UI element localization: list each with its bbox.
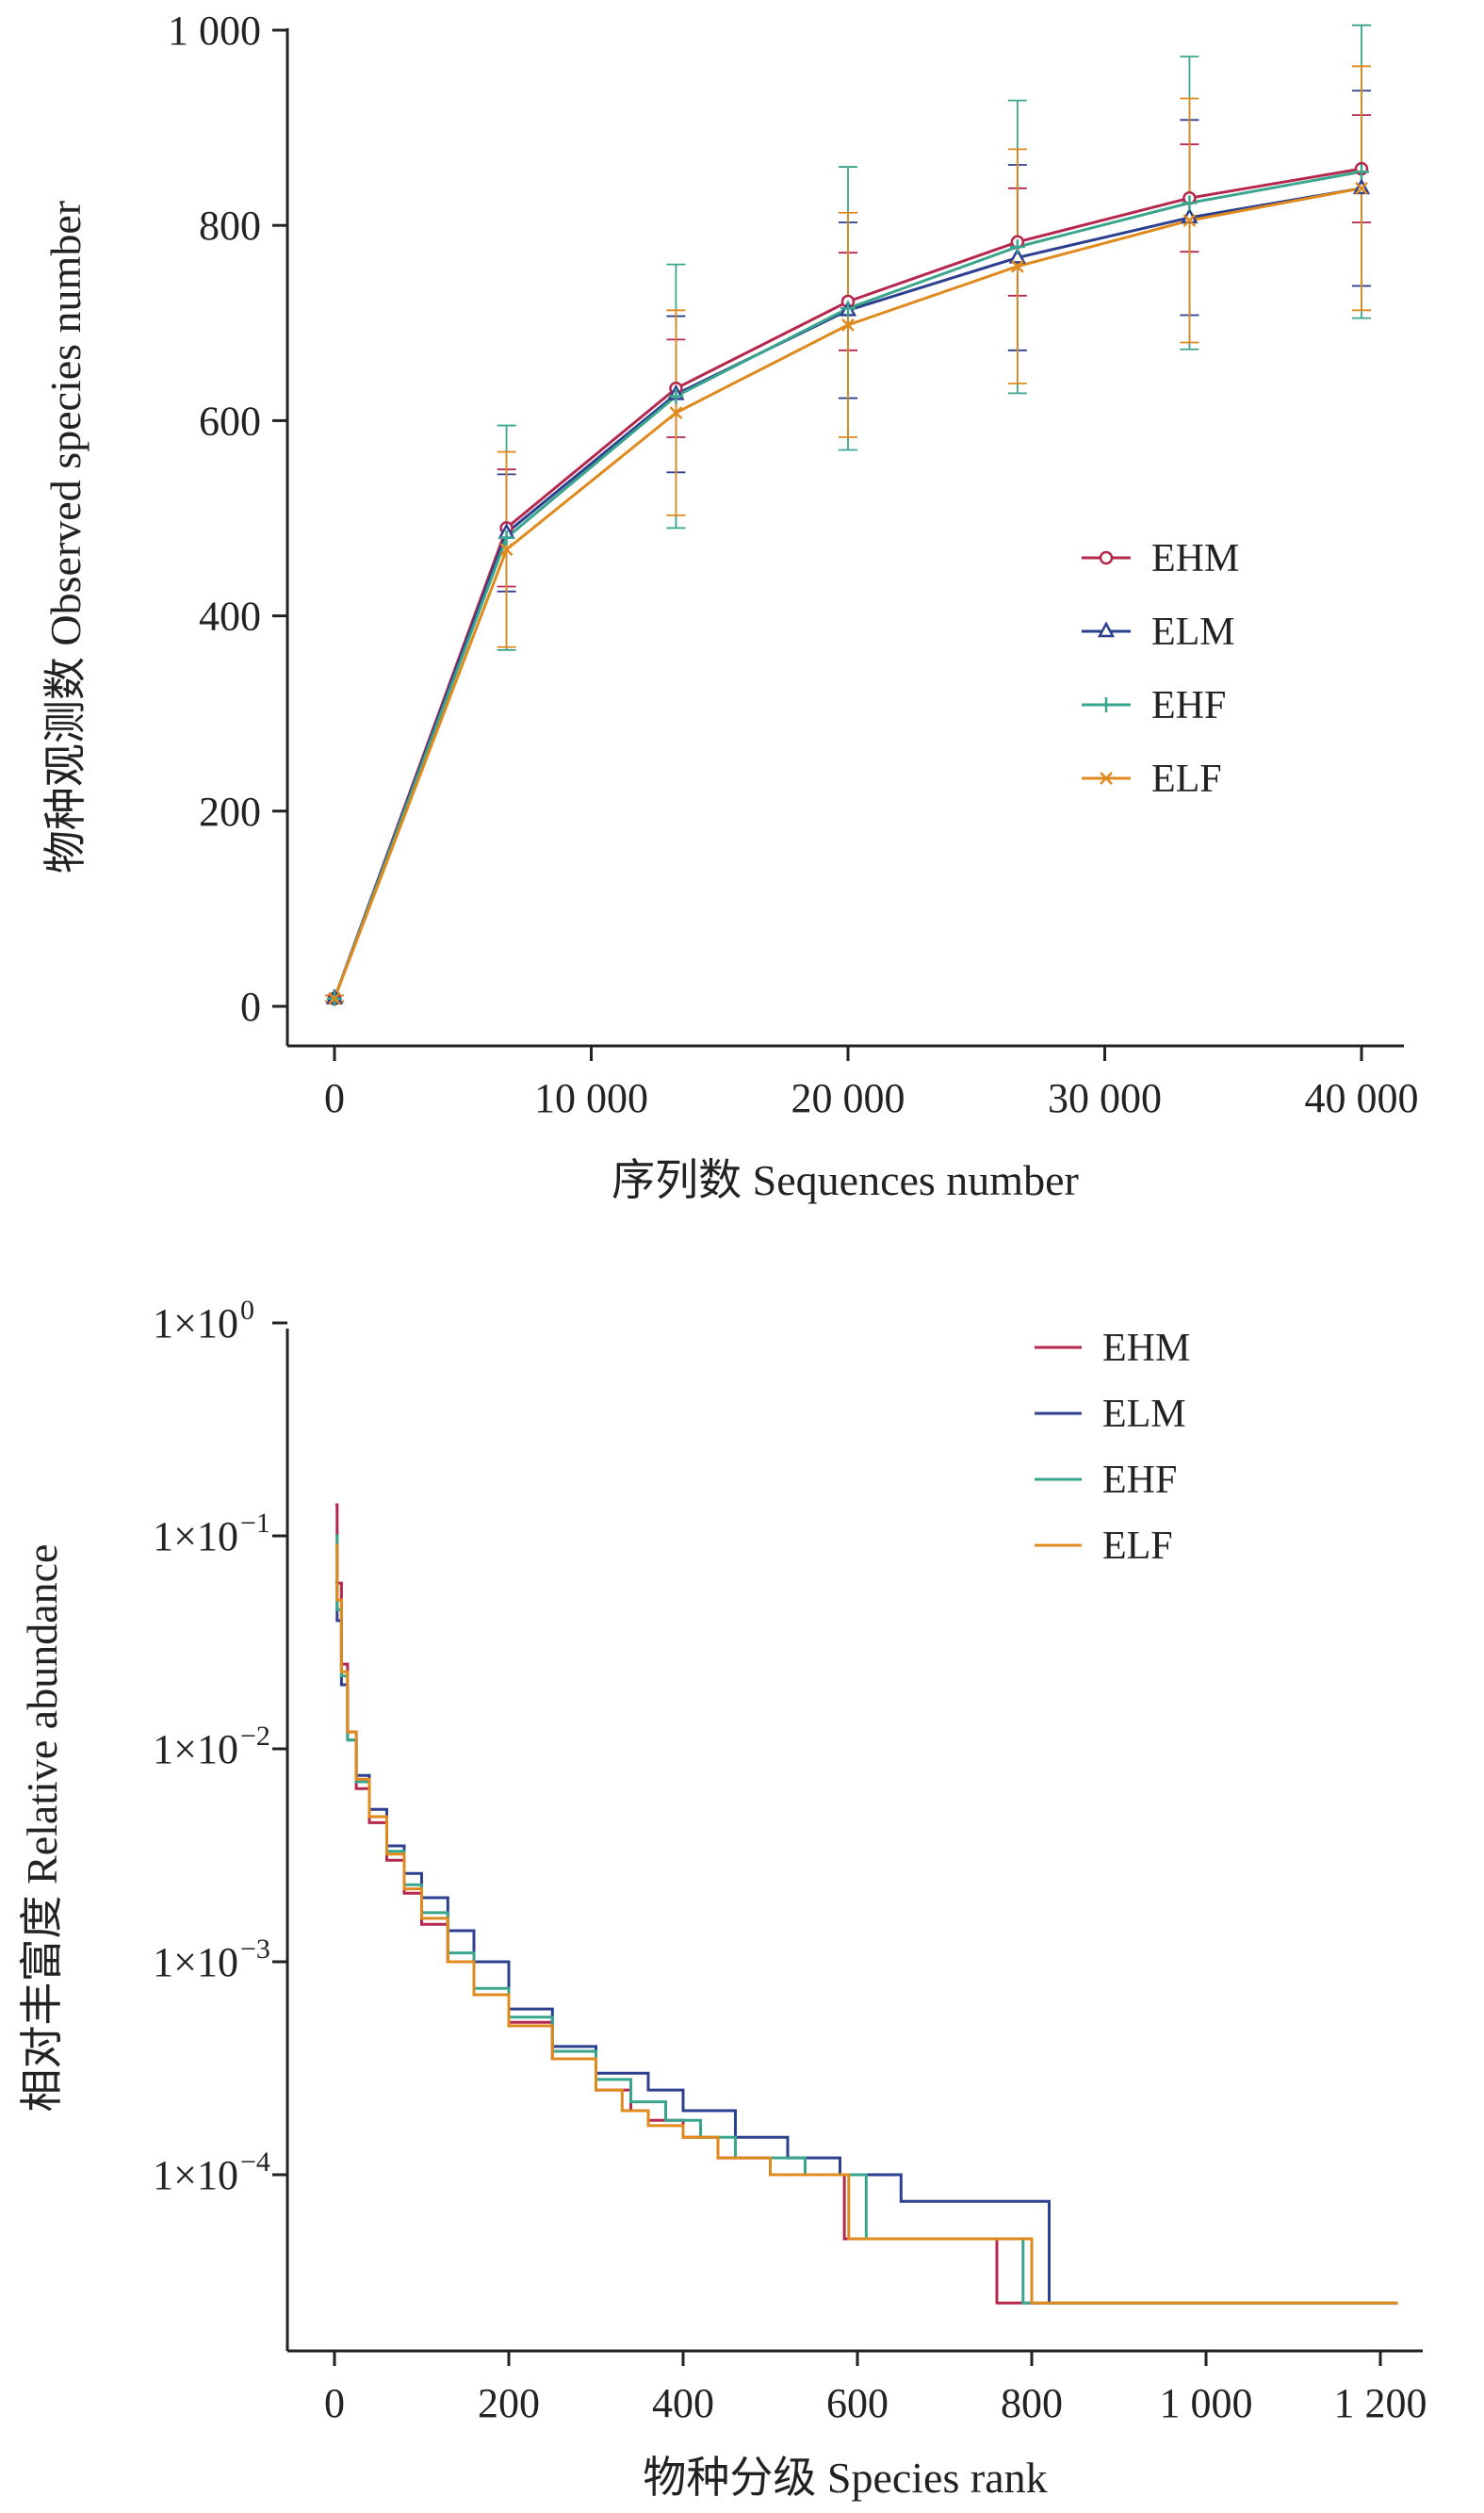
legend-label-elf: ELF: [1151, 758, 1222, 801]
series-line-elf: [334, 1543, 1398, 2305]
chart2-y-tick-label: 1×10: [153, 1513, 238, 1559]
chart2-x-tick-label: 200: [478, 2380, 540, 2426]
chart2-y-tick-label: 1×10: [153, 1939, 238, 1985]
chart2-x-tick-label: 1 200: [1334, 2380, 1427, 2426]
chart1-y-tick-label: 400: [199, 594, 261, 640]
legend-marker-ehf: [1099, 697, 1114, 712]
chart2-y-tick-label: 1×10: [153, 1300, 238, 1346]
point-elf: [328, 991, 341, 1005]
point-elf: [841, 318, 855, 332]
chart1-x-tick-label: 20 000: [791, 1075, 905, 1121]
chart2-y-axis-label: 相对丰富度 Relative abundance: [18, 1544, 66, 2113]
point-ehf: [1182, 195, 1198, 211]
point-elf: [499, 543, 514, 557]
legend-label-elf: ELF: [1102, 1525, 1173, 1568]
chart2-y-tick-exponent: −2: [240, 1721, 270, 1752]
legend-marker-elf: [1100, 772, 1113, 785]
rank-abundance-chart: 1×10 01×10 −11×10 −21×10 −31×10 −40 200 400 600 8…: [18, 1295, 1427, 2502]
chart2-y-tick-exponent: −3: [240, 1934, 270, 1965]
chart1-y-tick-label: 0: [240, 984, 261, 1030]
chart1-y-tick-label: 200: [199, 789, 261, 835]
chart2-y-tick-exponent: −1: [240, 1508, 270, 1539]
chart1-y-tick-label: 1 000: [168, 8, 261, 54]
point-elf: [1010, 259, 1024, 273]
legend-marker-elm: [1097, 621, 1116, 638]
legend-label-ehm: EHM: [1102, 1327, 1190, 1370]
point-elf: [669, 406, 683, 419]
chart2-y-tick-exponent: 0: [240, 1295, 254, 1326]
chart1-x-tick-label: 10 000: [534, 1075, 648, 1121]
point-ehf: [1009, 238, 1025, 254]
chart2-y-tick-label: 1×10: [153, 2152, 238, 2198]
chart2-x-tick-label: 800: [1001, 2380, 1063, 2426]
point-ehf: [1354, 164, 1369, 180]
chart2-x-axis-label: 物种分级 Species rank: [643, 2454, 1047, 2502]
chart2-x-tick-label: 1 000: [1160, 2380, 1253, 2426]
rarefaction-chart: 0 200 400 600 800 1 000 0 10 000 20 000 30 000 40 …: [41, 8, 1419, 1204]
chart2-x-tick-label: 600: [826, 2380, 889, 2426]
chart1-x-tick-label: 40 000: [1305, 1075, 1419, 1121]
point-ehf: [668, 388, 684, 404]
legend-label-ehm: EHM: [1151, 537, 1239, 580]
point-ehf: [498, 530, 514, 546]
point-elf: [1355, 181, 1368, 195]
chart1-x-tick-label: 30 000: [1048, 1075, 1162, 1121]
point-elf: [1182, 214, 1197, 227]
chart1-y-axis-label: 物种观测数 Observed species number: [41, 201, 90, 873]
point-ehf: [840, 301, 856, 317]
chart2-y-tick-exponent: −4: [240, 2146, 270, 2178]
chart2-x-tick-label: 400: [652, 2380, 714, 2426]
chart1-x-tick-label: 0: [324, 1075, 345, 1121]
chart2-y-tick-label: 1×10: [153, 1726, 238, 1772]
legend-marker-ehm: [1099, 550, 1114, 565]
point-elm: [1008, 247, 1026, 264]
chart1-x-axis-label: 序列数 Sequences number: [612, 1156, 1079, 1204]
legend-label-ehf: EHF: [1151, 684, 1226, 727]
series-line-ehf: [334, 1534, 1398, 2305]
legend-label-elm: ELM: [1102, 1393, 1186, 1436]
legend-label-ehf: EHF: [1102, 1459, 1177, 1502]
chart1-y-tick-label: 800: [199, 203, 261, 249]
chart2-x-tick-label: 0: [324, 2380, 345, 2426]
legend-label-elm: ELM: [1151, 611, 1235, 654]
chart1-y-tick-label: 600: [199, 398, 261, 444]
